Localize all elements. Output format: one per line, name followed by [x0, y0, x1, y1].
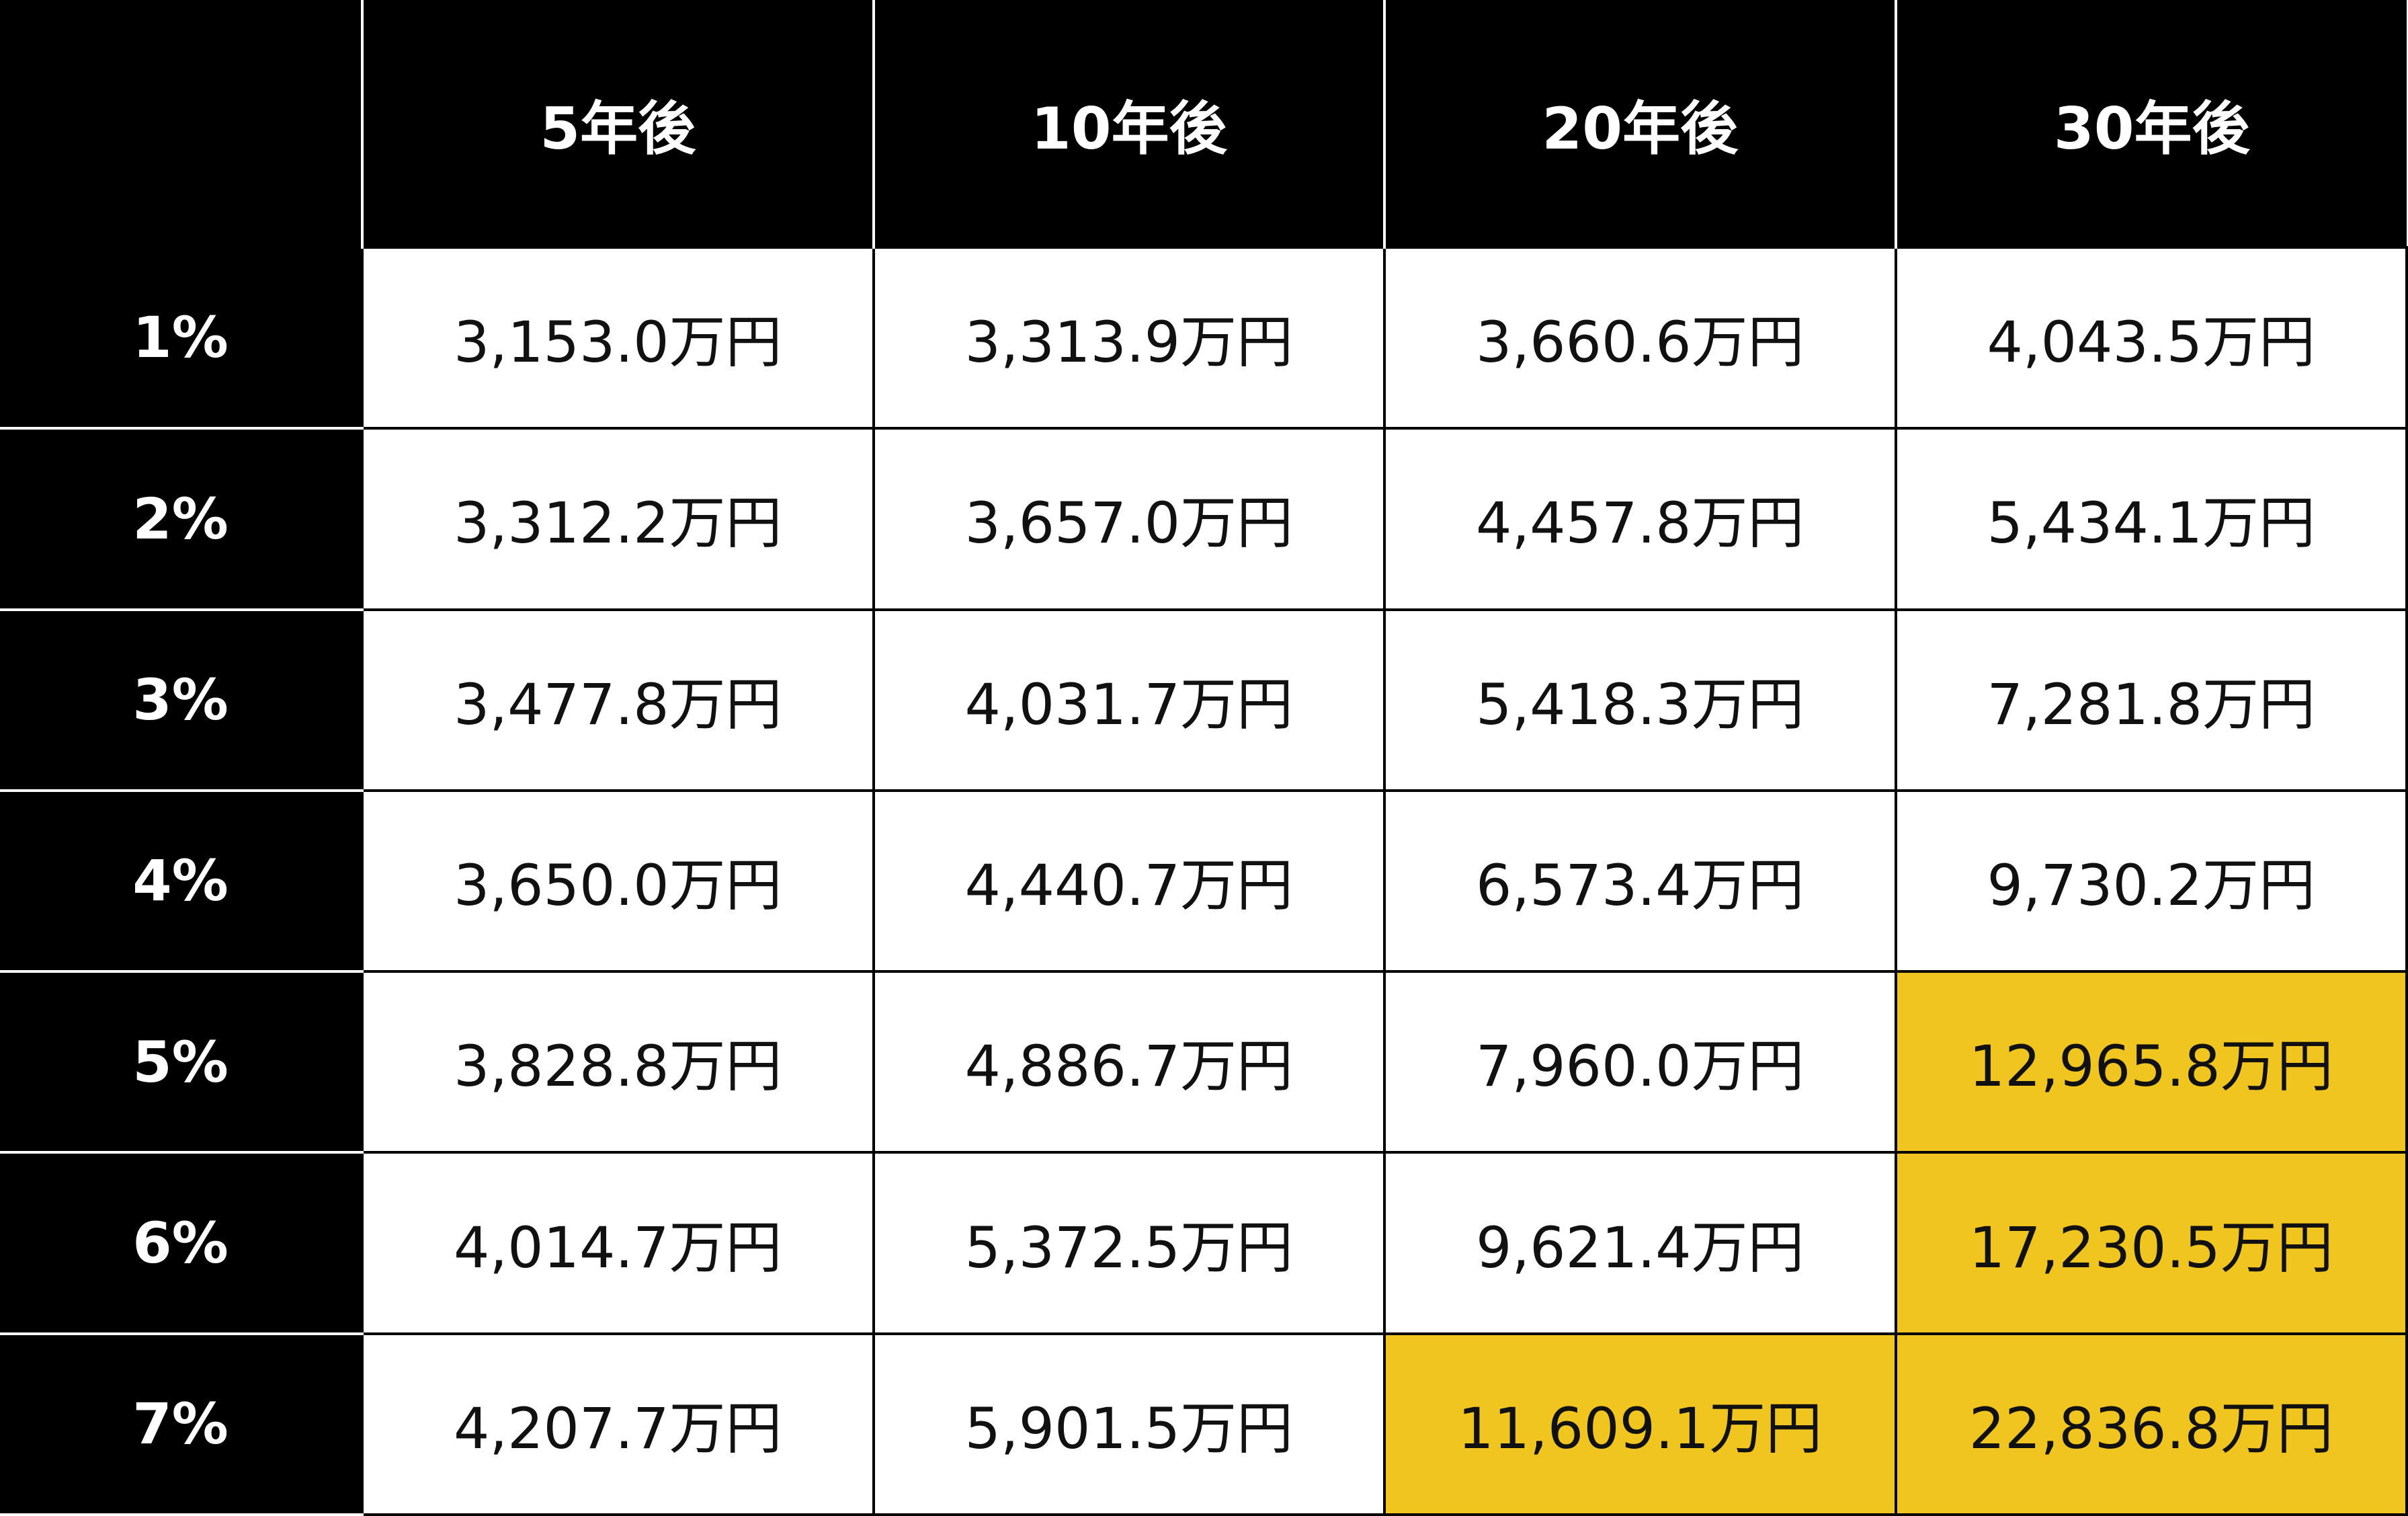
value-cell: 4,886.7万円 [872, 970, 1386, 1154]
value-cell: 7,960.0万円 [1383, 970, 1897, 1154]
corner-cell [0, 0, 362, 247]
table-row: 4% 3,650.0万円 4,440.7万円 6,573.4万円 9,730.2万円 [0, 789, 2408, 973]
value-cell: 11,609.1万円 [1383, 1332, 1897, 1516]
value-cell: 4,043.5万円 [1894, 245, 2408, 430]
value-cell: 4,031.7万円 [872, 608, 1386, 792]
value-cell: 3,477.8万円 [361, 608, 875, 792]
table-row: 1% 3,153.0万円 3,313.9万円 3,660.6万円 4,043.5万円 [0, 245, 2408, 430]
table-row: 7% 4,207.7万円 5,901.5万円 11,609.1万円 22,836.8万円 [0, 1332, 2408, 1516]
value-cell: 3,660.6万円 [1383, 245, 1897, 430]
row-label: 7% [0, 1333, 362, 1516]
value-cell: 5,901.5万円 [872, 1332, 1386, 1516]
value-cell: 5,418.3万円 [1383, 608, 1897, 792]
table-row: 6% 4,014.7万円 5,372.5万円 9,621.4万円 17,230.5万円 [0, 1151, 2408, 1335]
value-cell: 5,372.5万円 [872, 1151, 1386, 1335]
value-cell: 7,281.8万円 [1894, 608, 2408, 792]
value-cell: 4,014.7万円 [361, 1151, 875, 1335]
value-cell: 3,313.9万円 [872, 245, 1386, 430]
value-cell: 4,207.7万円 [361, 1332, 875, 1516]
header-row: 5年後 10年後 20年後 30年後 [0, 0, 2407, 247]
value-cell: 6,573.4万円 [1383, 789, 1897, 973]
value-cell: 4,440.7万円 [872, 789, 1386, 973]
value-cell: 3,153.0万円 [361, 245, 875, 430]
row-label: 4% [0, 790, 362, 973]
table-row: 2% 3,312.2万円 3,657.0万円 4,457.8万円 5,434.1万円 [0, 427, 2408, 611]
row-label: 2% [0, 428, 362, 611]
row-label: 1% [0, 247, 362, 430]
column-header: 20年後 [1383, 0, 1896, 247]
row-label: 3% [0, 609, 362, 792]
column-header: 10年後 [872, 0, 1384, 247]
column-header: 5年後 [361, 0, 874, 247]
value-cell: 4,457.8万円 [1383, 427, 1897, 611]
value-cell: 3,312.2万円 [361, 427, 875, 611]
value-cell: 12,965.8万円 [1894, 970, 2408, 1154]
value-cell: 9,730.2万円 [1894, 789, 2408, 973]
value-cell: 3,650.0万円 [361, 789, 875, 973]
row-label: 5% [0, 971, 362, 1154]
value-cell: 17,230.5万円 [1894, 1151, 2408, 1335]
value-cell: 3,657.0万円 [872, 427, 1386, 611]
value-cell: 5,434.1万円 [1894, 427, 2408, 611]
column-header: 30年後 [1894, 0, 2407, 247]
table-row: 3% 3,477.8万円 4,031.7万円 5,418.3万円 7,281.8万円 [0, 608, 2408, 792]
value-cell: 22,836.8万円 [1894, 1332, 2408, 1516]
row-label: 6% [0, 1152, 362, 1335]
value-cell: 3,828.8万円 [361, 970, 875, 1154]
table-row: 5% 3,828.8万円 4,886.7万円 7,960.0万円 12,965.8万円 [0, 970, 2408, 1154]
value-cell: 9,621.4万円 [1383, 1151, 1897, 1335]
